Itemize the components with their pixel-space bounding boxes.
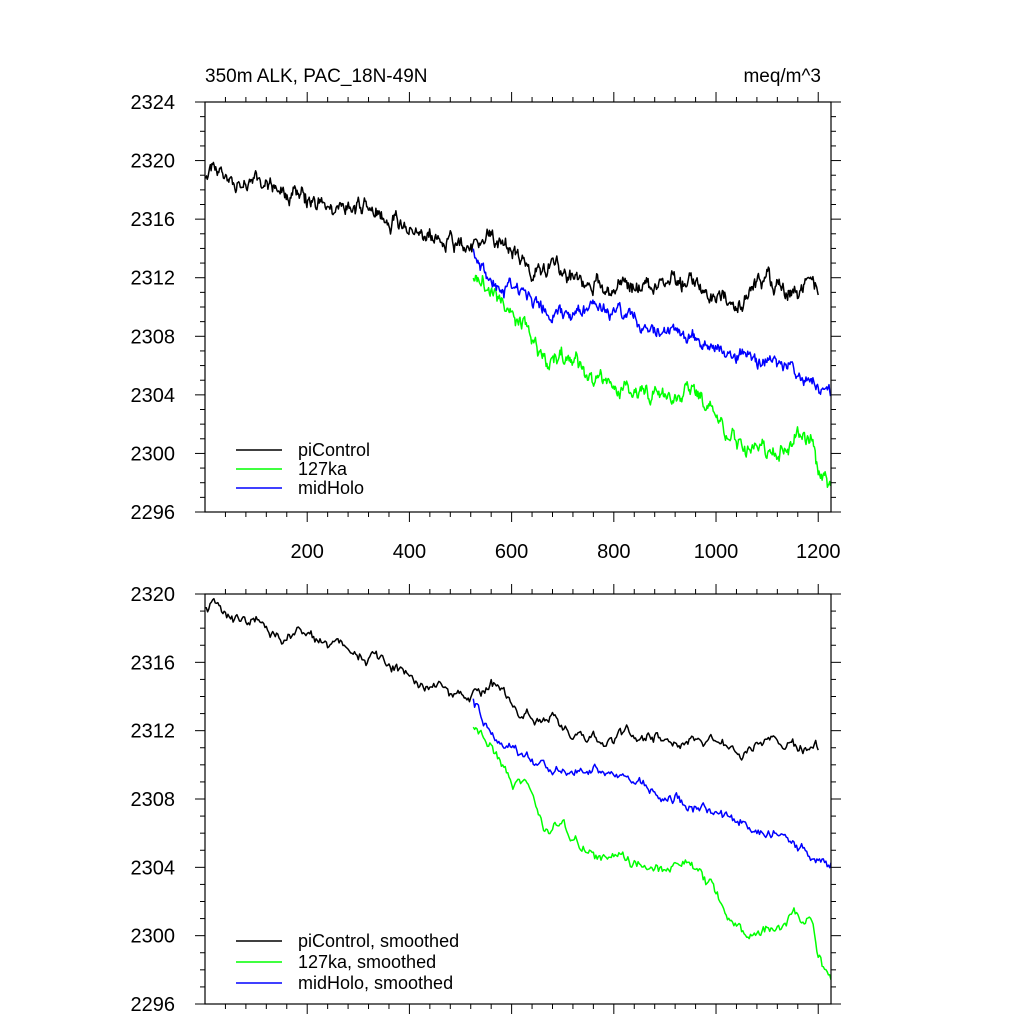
y-tick-label: 2312 xyxy=(131,721,176,743)
series-line-picontrol-smoothed xyxy=(205,597,819,761)
y-tick-label: 2308 xyxy=(131,326,176,348)
legend-label: piControl, smoothed xyxy=(298,931,459,951)
x-tick-label: 200 xyxy=(291,541,324,563)
series-line-midholo xyxy=(472,248,831,397)
x-tick-label: 800 xyxy=(597,541,630,563)
chart-panel-2: 2296 2300 2304 2308 2312 2316 2320 piControl, s… xyxy=(131,584,841,1016)
y-tick-label: 2320 xyxy=(131,151,176,173)
series-line-picontrol xyxy=(205,161,819,314)
y-tick-label: 2320 xyxy=(131,584,176,606)
y-tick-label: 2304 xyxy=(131,385,176,407)
y-tick-label: 2296 xyxy=(131,994,176,1016)
y-tick-label: 2300 xyxy=(131,443,176,465)
legend-label: 127ka xyxy=(298,459,348,479)
chart-panel-1: 2296 2300 2304 2308 2312 2316 2320 2324 200 400 60… xyxy=(131,66,841,563)
y-tick-label: 2316 xyxy=(131,652,176,674)
x-tick-label: 600 xyxy=(495,541,528,563)
y-tick-label: 2300 xyxy=(131,926,176,948)
x-tick-label: 1200 xyxy=(796,541,841,563)
chart-units: meq/m^3 xyxy=(743,66,821,87)
legend-label: piControl xyxy=(298,440,370,460)
legend-label: midHolo xyxy=(298,478,364,498)
series-line-127ka xyxy=(472,274,831,489)
y-tick-label: 2304 xyxy=(131,857,176,879)
legend-label: 127ka, smoothed xyxy=(298,952,436,972)
series-line-midholo-smoothed xyxy=(472,698,831,869)
y-tick-label: 2308 xyxy=(131,789,176,811)
chart-title: 350m ALK, PAC_18N-49N xyxy=(205,66,428,87)
x-tick-label: 400 xyxy=(393,541,426,563)
y-tick-label: 2316 xyxy=(131,209,176,231)
y-tick-label: 2324 xyxy=(131,92,176,114)
y-tick-label: 2296 xyxy=(131,502,176,524)
legend-label: midHolo, smoothed xyxy=(298,973,453,993)
y-tick-label: 2312 xyxy=(131,268,176,290)
x-tick-label: 1000 xyxy=(694,541,739,563)
series-line-127ka-smoothed xyxy=(472,726,831,980)
